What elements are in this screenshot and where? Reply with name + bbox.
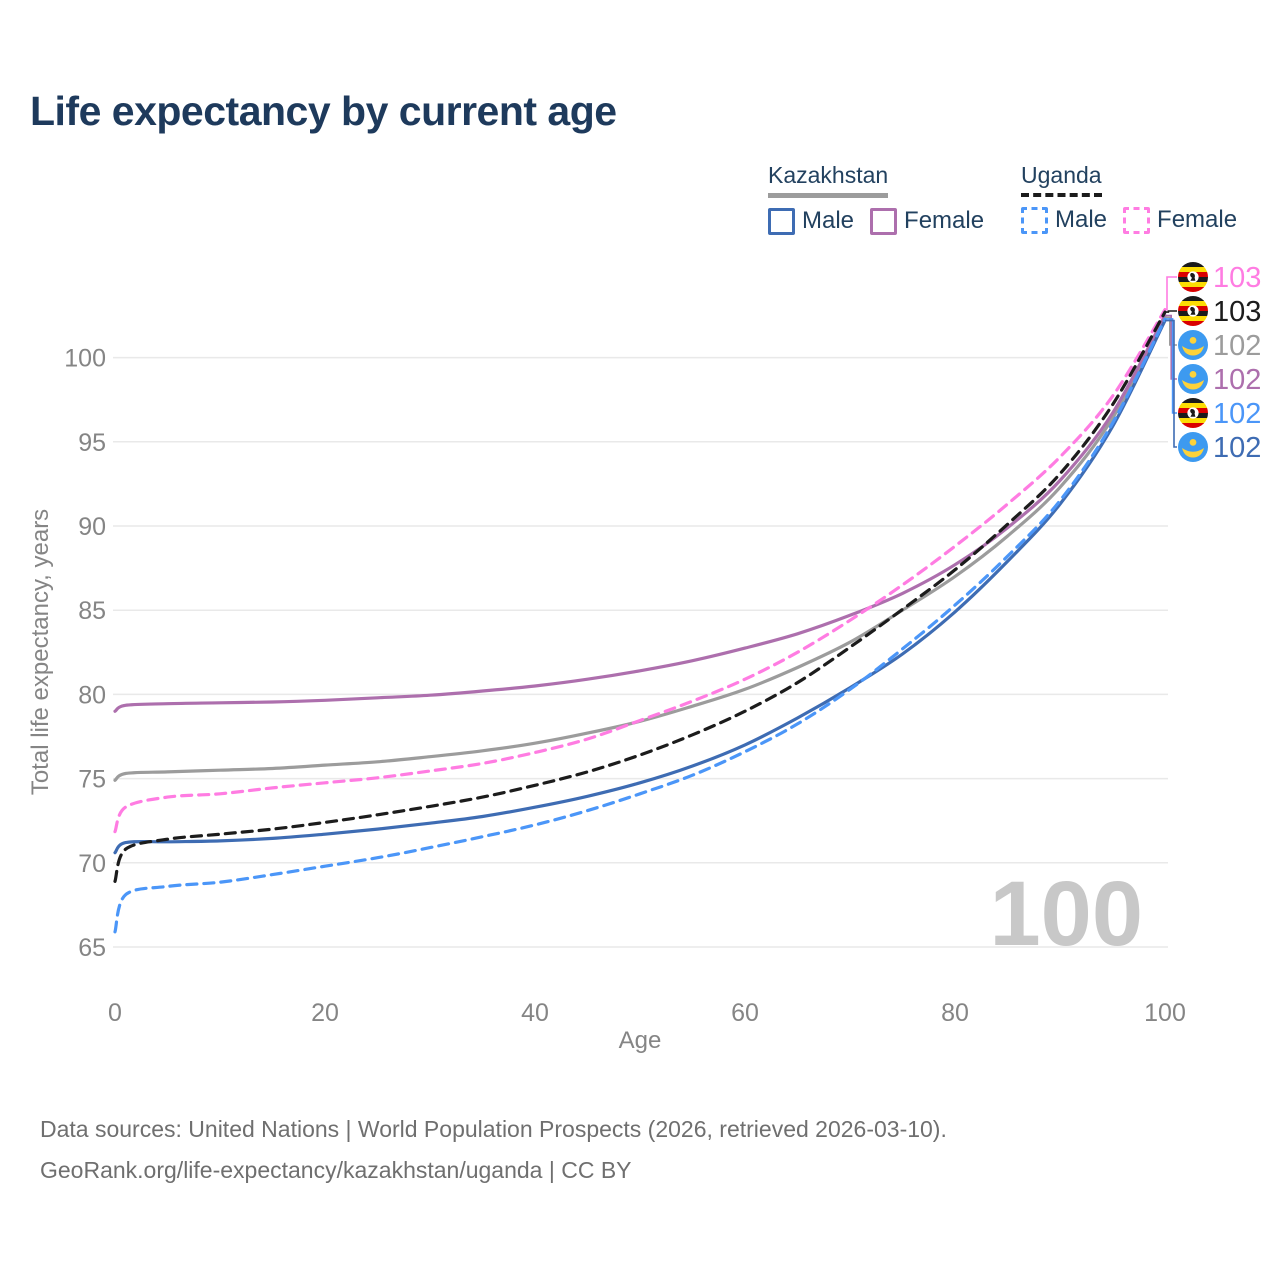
end-value-ug_total: 103 [1213,296,1261,328]
y-tick-label-80: 80 [78,681,106,709]
x-tick-label-60: 60 [731,999,759,1027]
x-axis-title: Age [619,1027,662,1054]
end-label-connector-kz_male [1165,319,1177,448]
x-tick-label-0: 0 [108,999,122,1027]
legend-group-uganda: Uganda Male Female [1021,162,1253,234]
data-source-line1: Data sources: United Nations | World Pop… [40,1116,947,1142]
legend-label-uganda-male: Male [1055,206,1108,234]
y-tick-label-95: 95 [78,429,106,457]
legend-label-kazakhstan-male: Male [802,207,855,235]
uganda-flag-icon [1177,296,1209,327]
uganda-flag-icon [1177,262,1209,293]
axis-tick-labels: 65 70 75 80 85 90 95 100 0 20 40 60 80 100 [64,345,1186,1027]
gridlines [113,356,1168,948]
series-line-kz_female[interactable] [113,313,1167,713]
end-label-connector-kz_female [1165,314,1177,380]
data-source-line2: GeoRank.org/life-expectancy/kazakhstan/u… [40,1157,632,1183]
series-line-kz_total[interactable] [113,315,1167,782]
series-line-ug_total[interactable] [113,310,1167,883]
end-value-ug_male: 102 [1213,398,1261,430]
y-tick-label-65: 65 [78,934,106,962]
legend-items-kazakhstan: Male Female [768,207,1000,235]
end-value-ug_female: 103 [1213,262,1261,294]
x-tick-label-20: 20 [311,999,339,1027]
end-value-kz_total: 102 [1213,330,1261,362]
legend-items-uganda: Male Female [1021,206,1253,234]
legend-swatch-uganda-male[interactable] [1021,206,1048,234]
legend-label-uganda-female: Female [1157,206,1238,234]
age-watermark: 100 [990,863,1144,965]
legend-swatch-kazakhstan-male[interactable] [768,207,795,235]
legend-group-kazakhstan: Kazakhstan Male Female [768,162,1000,235]
end-label-connector-ug_female [1165,276,1177,311]
legend-country-kazakhstan[interactable]: Kazakhstan [768,162,889,199]
legend-swatch-kazakhstan-female[interactable] [870,207,898,235]
end-value-kz_male: 102 [1213,432,1261,464]
y-tick-label-85: 85 [78,597,106,625]
x-tick-label-100: 100 [1144,999,1186,1027]
y-tick-label-100: 100 [64,345,106,373]
y-tick-label-90: 90 [78,513,106,541]
series-line-kz_male[interactable] [113,319,1167,855]
series-lines [113,308,1167,934]
y-axis-title: Total life expectancy, years [27,509,54,795]
end-value-kz_female: 102 [1213,364,1261,396]
page-title: Life expectancy by current age [30,88,617,134]
series-line-ug_male[interactable] [113,317,1167,934]
end-label-connector-ug_total [1165,310,1177,313]
y-tick-label-75: 75 [78,766,106,794]
kazakhstan-flag-icon [1178,330,1208,360]
y-tick-label-70: 70 [78,850,106,878]
legend-label-kazakhstan-female: Female [904,207,985,235]
series-line-ug_female[interactable] [113,308,1167,834]
legend-swatch-uganda-female[interactable] [1123,206,1151,234]
legend-country-uganda[interactable]: Uganda [1021,162,1102,198]
kazakhstan-flag-icon [1178,364,1208,394]
kazakhstan-flag-icon [1178,432,1208,462]
x-tick-label-80: 80 [941,999,969,1027]
uganda-flag-icon [1177,398,1209,429]
data-source-note: Data sources: United Nations | World Pop… [40,1109,947,1191]
x-tick-label-40: 40 [521,999,549,1027]
